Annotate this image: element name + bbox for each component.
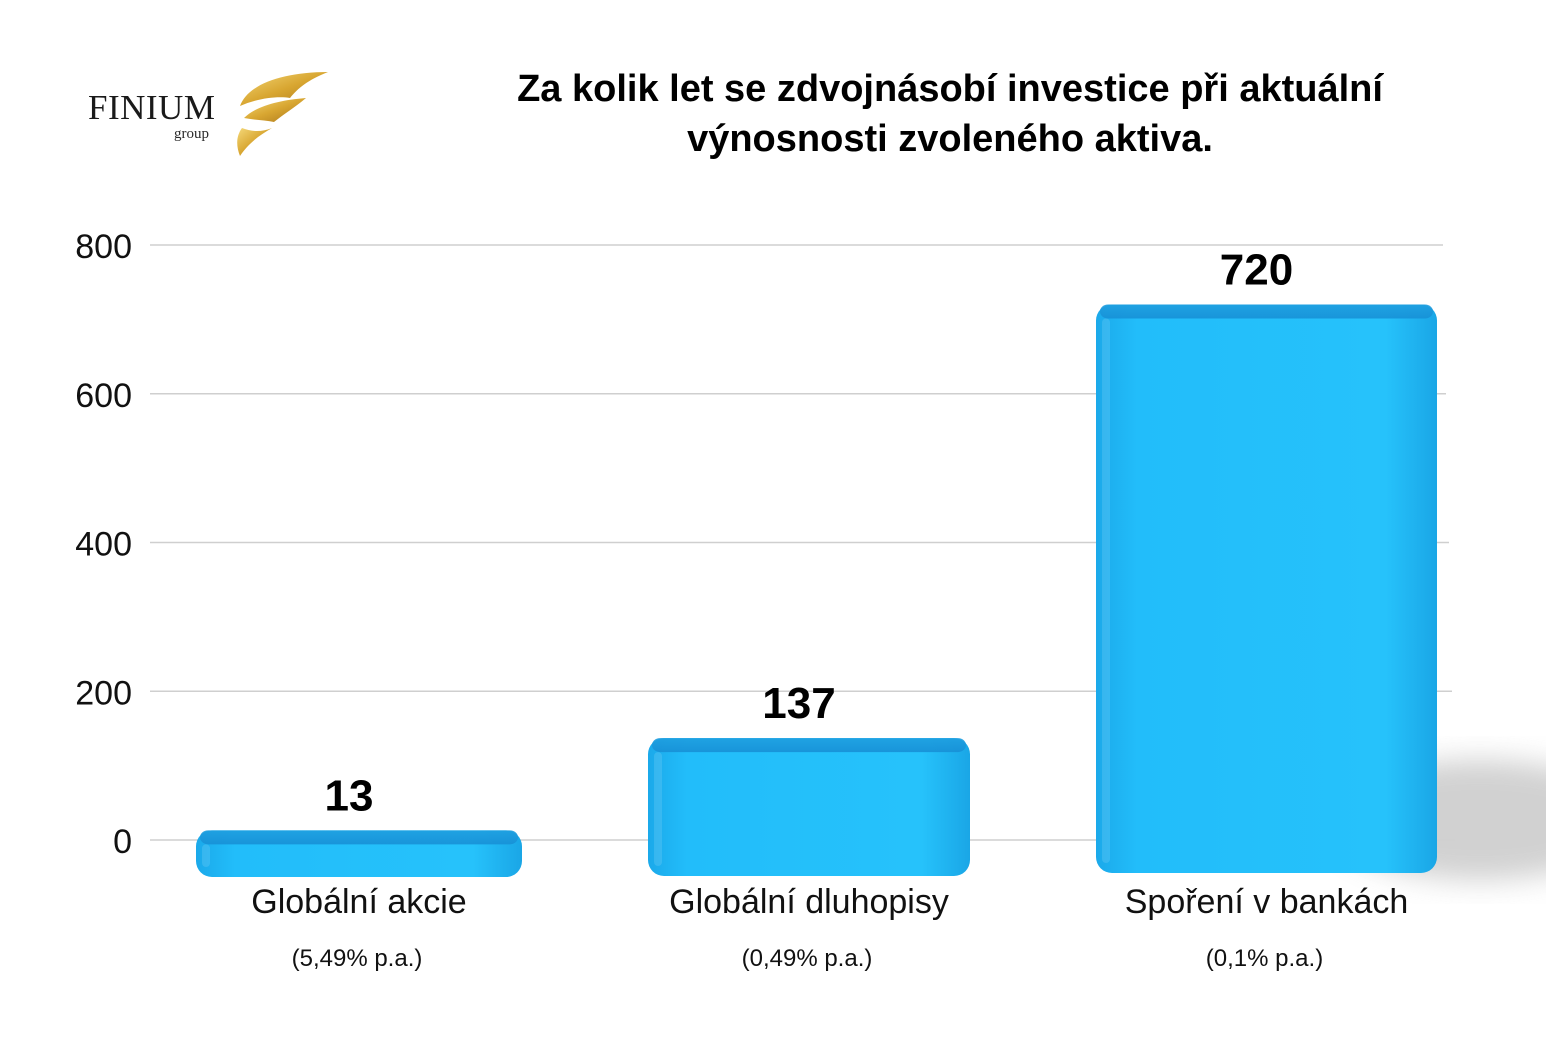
y-tick-label: 400	[75, 526, 132, 564]
chart-title: Za kolik let se zdvojnásobí investice př…	[420, 64, 1480, 164]
bar-highlight	[1102, 318, 1110, 863]
y-tick-label: 800	[75, 228, 132, 266]
data-label: 720	[1220, 246, 1293, 295]
x-tick-label: Globální akcie	[251, 883, 466, 921]
golden-wing-icon	[237, 72, 328, 156]
y-tick-label: 200	[75, 674, 132, 712]
y-tick-label: 600	[75, 377, 132, 415]
logo-wordmark: FINIUM	[88, 88, 216, 127]
bar	[1096, 304, 1437, 873]
data-label: 137	[762, 679, 835, 728]
bar	[648, 738, 970, 876]
data-label: 13	[325, 771, 374, 820]
finium-logo: FINIUM group	[88, 70, 338, 160]
bar-highlight	[654, 752, 662, 866]
x-tick-sublabel: (5,49% p.a.)	[292, 945, 423, 972]
x-tick-label: Globální dluhopisy	[669, 883, 949, 921]
x-tick-sublabel: (0,49% p.a.)	[742, 945, 873, 972]
bar-group	[196, 830, 522, 877]
y-tick-label: 0	[113, 823, 132, 861]
logo-subtitle: group	[174, 126, 209, 142]
chart-title-line: výnosnosti zvoleného aktiva.	[687, 118, 1213, 160]
bar-top-face	[652, 738, 966, 753]
chart-title-line: Za kolik let se zdvojnásobí investice př…	[517, 68, 1383, 110]
bar-highlight	[202, 844, 210, 867]
bar-top-face	[1100, 304, 1433, 319]
bar-group	[1096, 304, 1437, 873]
bar-group	[648, 738, 970, 876]
bar-top-face	[200, 830, 518, 845]
x-tick-sublabel: (0,1% p.a.)	[1206, 945, 1323, 972]
x-tick-label: Spoření v bankách	[1125, 883, 1409, 921]
